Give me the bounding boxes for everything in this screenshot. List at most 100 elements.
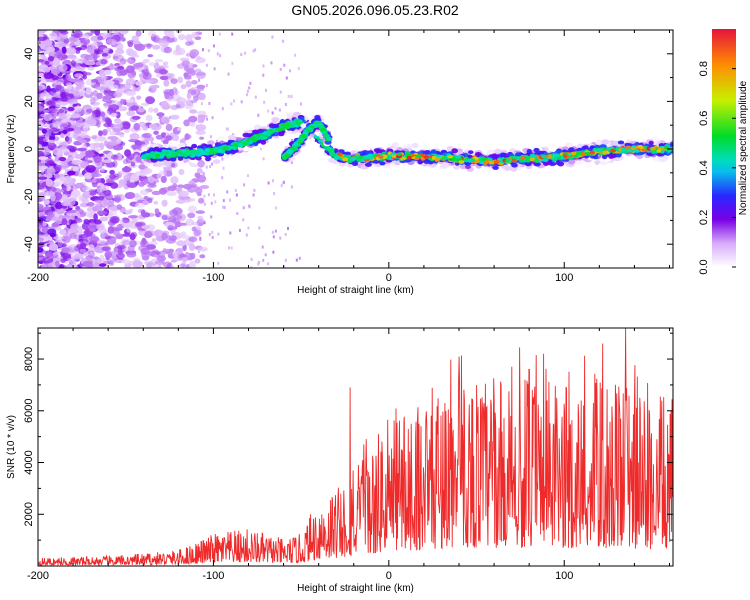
noise-blob xyxy=(75,60,83,64)
noise-speck xyxy=(283,265,286,268)
noise-blob xyxy=(123,174,130,180)
ridge-blob xyxy=(314,117,322,122)
noise-blob xyxy=(140,102,150,106)
noise-blob xyxy=(43,66,51,73)
noise-blob xyxy=(102,97,112,103)
noise-speck xyxy=(272,235,275,239)
noise-speck xyxy=(213,67,216,71)
noise-blob xyxy=(147,54,154,58)
noise-speck xyxy=(290,185,293,189)
noise-blob xyxy=(74,154,84,160)
noise-blob xyxy=(91,181,98,188)
ridge-blob xyxy=(191,149,198,154)
noise-speck xyxy=(205,63,208,67)
noise-blob xyxy=(40,92,45,100)
noise-blob xyxy=(199,130,205,134)
noise-speck xyxy=(229,231,232,235)
ridge-blob xyxy=(524,159,531,163)
noise-blob xyxy=(196,110,207,115)
noise-blob xyxy=(38,86,43,92)
noise-speck xyxy=(219,54,222,58)
noise-blob xyxy=(42,222,47,227)
noise-blob xyxy=(140,247,151,255)
noise-blob xyxy=(129,50,138,56)
noise-speck xyxy=(275,206,277,210)
ridge-blob xyxy=(229,145,236,150)
noise-blob xyxy=(161,187,170,193)
noise-blob xyxy=(84,156,95,161)
noise-blob xyxy=(155,134,165,140)
noise-blob xyxy=(38,156,49,161)
ridge-blob xyxy=(384,168,391,174)
noise-speck xyxy=(205,84,208,87)
ridge-blob xyxy=(181,151,188,156)
noise-speck xyxy=(249,81,252,85)
noise-blob xyxy=(162,139,169,145)
noise-blob xyxy=(106,38,117,45)
noise-speck xyxy=(279,90,282,94)
ridge-blob xyxy=(515,152,521,157)
noise-speck xyxy=(265,88,267,92)
noise-blob xyxy=(158,65,169,69)
ridge-blob xyxy=(300,123,308,129)
noise-speck xyxy=(242,206,245,210)
noise-blob xyxy=(38,59,45,63)
noise-blob xyxy=(199,254,206,259)
noise-blob xyxy=(160,100,169,108)
noise-blob xyxy=(53,235,64,241)
noise-speck xyxy=(284,103,287,106)
noise-speck xyxy=(243,183,246,187)
noise-blob xyxy=(197,115,206,122)
ridge-blob xyxy=(150,153,156,159)
noise-blob xyxy=(121,122,131,130)
ridge-blob xyxy=(423,155,430,159)
ridge-blob xyxy=(383,163,391,169)
noise-blob xyxy=(44,198,50,205)
noise-blob xyxy=(100,232,108,240)
noise-blob xyxy=(177,34,186,41)
ridge-blob xyxy=(155,162,164,167)
noise-blob xyxy=(198,93,206,101)
ridge-blob xyxy=(434,157,441,162)
noise-speck xyxy=(271,35,274,39)
ridge-blob xyxy=(549,166,557,173)
noise-blob xyxy=(154,58,164,63)
noise-speck xyxy=(209,165,212,169)
noise-speck xyxy=(283,63,286,67)
noise-blob xyxy=(185,80,192,88)
ridge-blob xyxy=(352,162,359,167)
noise-blob xyxy=(154,208,160,214)
noise-blob xyxy=(66,209,77,214)
noise-blob xyxy=(161,214,168,221)
noise-blob xyxy=(104,110,110,118)
noise-blob xyxy=(196,168,203,174)
noise-speck xyxy=(295,258,298,262)
noise-blob xyxy=(101,53,109,57)
ridge-blob xyxy=(326,147,333,151)
ridge-blob xyxy=(170,149,175,154)
noise-blob xyxy=(42,137,48,142)
ridge-blob xyxy=(222,153,230,159)
noise-speck xyxy=(210,135,212,139)
noise-blob xyxy=(94,178,106,184)
noise-blob xyxy=(111,217,118,224)
noise-blob xyxy=(171,163,176,168)
noise-blob xyxy=(121,166,132,173)
noise-blob xyxy=(55,260,60,268)
noise-blob xyxy=(106,238,117,245)
noise-speck xyxy=(248,86,251,90)
noise-speck xyxy=(279,236,282,240)
noise-blob xyxy=(199,185,210,189)
noise-blob xyxy=(66,145,74,150)
noise-speck xyxy=(207,49,210,53)
noise-speck xyxy=(208,102,211,105)
noise-blob xyxy=(151,238,157,242)
ridge-blob xyxy=(641,148,647,152)
noise-speck xyxy=(217,232,220,236)
noise-blob xyxy=(72,159,83,165)
noise-blob xyxy=(49,128,59,133)
noise-blob xyxy=(179,57,190,62)
ridge-blob xyxy=(191,143,198,149)
ridge-blob xyxy=(339,162,346,167)
noise-blob xyxy=(130,105,140,111)
